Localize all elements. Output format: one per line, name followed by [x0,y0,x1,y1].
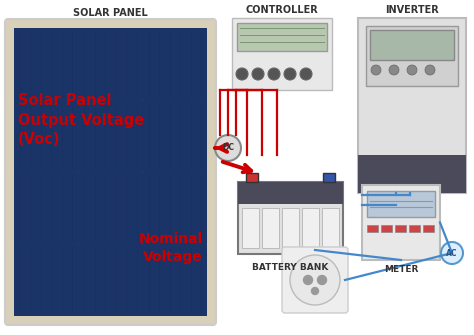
Text: BATTERY BANK: BATTERY BANK [252,263,328,271]
FancyBboxPatch shape [322,208,339,248]
FancyBboxPatch shape [78,244,143,316]
Text: AC: AC [446,249,458,258]
FancyBboxPatch shape [238,182,343,204]
FancyBboxPatch shape [262,208,279,248]
Circle shape [311,287,319,294]
Circle shape [371,65,381,75]
Circle shape [252,68,264,80]
FancyBboxPatch shape [14,244,78,316]
FancyBboxPatch shape [370,30,454,60]
FancyBboxPatch shape [395,225,406,232]
Circle shape [236,68,248,80]
Circle shape [290,255,340,305]
FancyBboxPatch shape [143,28,207,100]
Circle shape [407,65,417,75]
FancyBboxPatch shape [367,191,435,217]
FancyBboxPatch shape [282,247,348,313]
Circle shape [215,135,241,161]
FancyBboxPatch shape [78,100,143,172]
FancyBboxPatch shape [409,225,420,232]
FancyBboxPatch shape [14,100,78,172]
Text: METER: METER [384,266,418,274]
Circle shape [284,68,296,80]
FancyBboxPatch shape [143,100,207,172]
FancyBboxPatch shape [242,208,259,248]
FancyBboxPatch shape [367,225,378,232]
Text: DC: DC [222,143,234,152]
FancyBboxPatch shape [143,172,207,244]
FancyBboxPatch shape [5,19,216,325]
FancyBboxPatch shape [388,185,400,195]
Circle shape [425,65,435,75]
FancyBboxPatch shape [302,208,319,248]
Circle shape [300,68,312,80]
Circle shape [318,275,327,284]
FancyBboxPatch shape [238,182,343,254]
FancyBboxPatch shape [362,185,440,260]
Text: SOLAR PANEL: SOLAR PANEL [73,8,148,18]
Text: Nominal
Voltage: Nominal Voltage [139,232,203,264]
FancyBboxPatch shape [78,172,143,244]
FancyBboxPatch shape [358,18,466,193]
FancyBboxPatch shape [366,26,458,86]
FancyBboxPatch shape [282,208,299,248]
FancyBboxPatch shape [358,155,466,193]
FancyBboxPatch shape [423,225,434,232]
FancyBboxPatch shape [237,23,327,51]
Circle shape [303,275,312,284]
FancyBboxPatch shape [246,173,258,182]
Text: INVERTER: INVERTER [385,5,439,15]
FancyBboxPatch shape [14,28,78,100]
FancyBboxPatch shape [78,28,143,100]
Text: CONTROLLER: CONTROLLER [246,5,319,15]
FancyBboxPatch shape [381,225,392,232]
Text: Solar Panel
Output Voltage
(Voc): Solar Panel Output Voltage (Voc) [18,93,144,147]
FancyBboxPatch shape [14,28,207,316]
FancyBboxPatch shape [143,244,207,316]
Circle shape [268,68,280,80]
FancyBboxPatch shape [232,18,332,90]
Circle shape [389,65,399,75]
FancyBboxPatch shape [323,173,335,182]
FancyBboxPatch shape [14,172,78,244]
FancyBboxPatch shape [418,185,430,195]
Circle shape [441,242,463,264]
